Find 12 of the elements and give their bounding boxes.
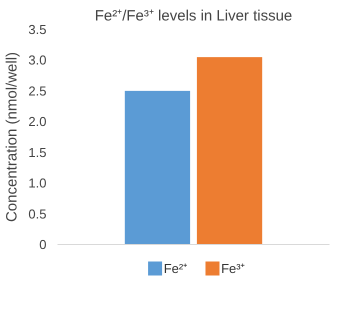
y-tick-label: 1.5 — [28, 144, 47, 160]
y-tick-label: 1.0 — [28, 176, 47, 191]
y-tick-label: 2.0 — [28, 114, 47, 130]
y-tick-label: 3.0 — [28, 52, 47, 68]
y-axis-title: Concentration (nmol/well) — [3, 52, 20, 222]
legend-label: Fe³⁺ — [221, 261, 245, 276]
y-tick-label: 3.5 — [28, 22, 47, 37]
legend-label: Fe²⁺ — [164, 261, 188, 276]
y-tick-label: 2.5 — [28, 83, 47, 98]
y-tick-label: 0.5 — [28, 206, 47, 222]
chart-title: Fe²⁺/Fe³⁺ levels in Liver tissue — [94, 8, 292, 24]
y-tick-label: 0 — [39, 237, 47, 252]
